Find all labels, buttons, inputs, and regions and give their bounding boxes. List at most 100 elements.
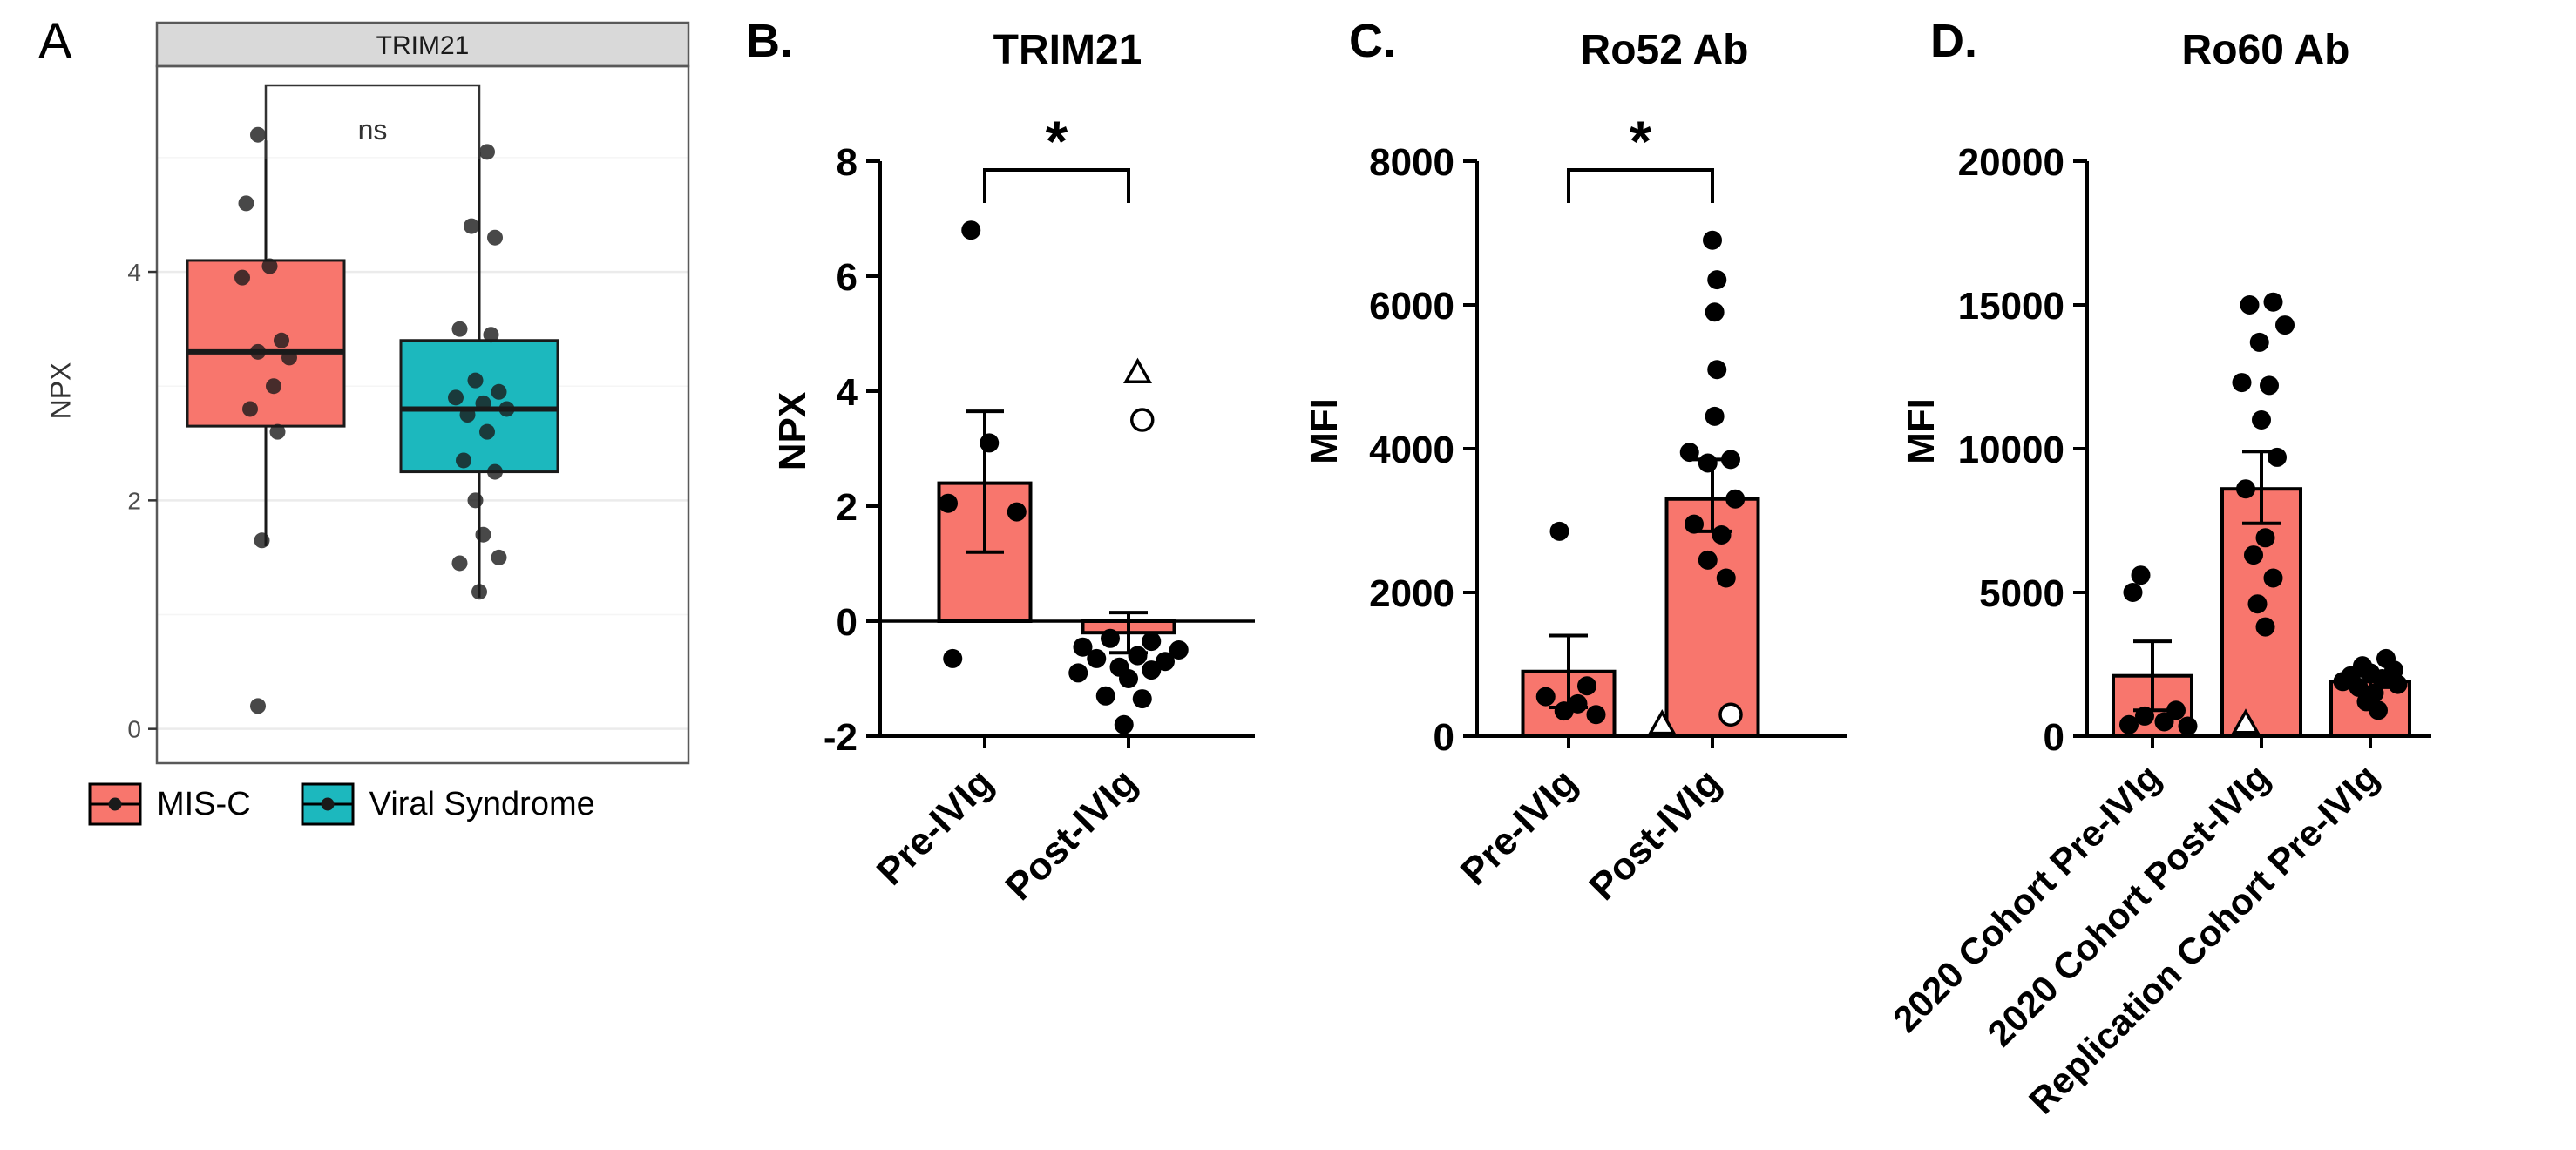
data-point xyxy=(2166,700,2186,720)
data-point xyxy=(250,126,266,143)
legend-item-viral-syndrome: Viral Syndrome xyxy=(300,781,595,828)
data-point xyxy=(1679,443,1699,463)
data-point xyxy=(1535,687,1556,707)
y-tick-label: 0 xyxy=(837,601,858,644)
data-point xyxy=(1707,270,1727,290)
data-point xyxy=(234,269,250,286)
data-point xyxy=(1007,502,1027,522)
y-tick-label: 0 xyxy=(1434,716,1454,759)
data-point xyxy=(2135,706,2154,726)
y-tick-label: 2000 xyxy=(1369,572,1454,615)
data-point xyxy=(2255,617,2275,637)
data-point xyxy=(491,383,507,400)
data-point-open-circle xyxy=(1718,702,1743,727)
data-point xyxy=(475,526,491,543)
data-point xyxy=(451,555,468,572)
data-point xyxy=(2123,583,2143,602)
y-tick-label: 20000 xyxy=(1958,141,2064,184)
data-point xyxy=(254,532,270,549)
data-point xyxy=(2247,594,2268,614)
panel-c-label: C. xyxy=(1349,15,1396,67)
data-point xyxy=(2249,332,2269,352)
data-point xyxy=(1703,230,1722,250)
data-point xyxy=(487,463,503,480)
data-point xyxy=(456,452,471,469)
legend-swatch-misc xyxy=(88,782,142,826)
panel-d-label: D. xyxy=(1930,15,1977,67)
data-point xyxy=(1554,701,1574,721)
panel-c-title: Ro52 Ab xyxy=(1580,27,1749,73)
significance-label: * xyxy=(1630,109,1652,173)
data-point xyxy=(475,395,491,411)
data-point xyxy=(459,407,476,423)
data-point xyxy=(1073,637,1093,657)
facet-title: TRIM21 xyxy=(376,31,470,60)
data-point xyxy=(1586,705,1606,725)
y-tick-label: 8 xyxy=(837,141,858,184)
data-point xyxy=(2333,672,2353,692)
data-point xyxy=(1707,360,1727,380)
data-point xyxy=(2263,568,2283,588)
data-point xyxy=(1114,714,1134,734)
data-point xyxy=(2244,545,2263,565)
y-tick-label: 2 xyxy=(837,486,858,529)
data-point xyxy=(2240,295,2260,315)
data-point xyxy=(1101,628,1120,648)
data-point xyxy=(2349,677,2369,697)
data-point xyxy=(1169,640,1189,660)
y-tick-label: 8000 xyxy=(1369,141,1454,184)
data-point xyxy=(1705,302,1725,322)
x-category-label: Post-IVIg xyxy=(998,761,1145,908)
data-point xyxy=(1156,652,1175,672)
x-category-label: Pre-IVIg xyxy=(1453,761,1585,893)
data-point xyxy=(2178,716,2198,736)
data-point xyxy=(1698,453,1718,473)
data-point xyxy=(1685,514,1704,534)
data-point xyxy=(2275,315,2295,335)
y-tick-label: 5000 xyxy=(1979,572,2064,615)
data-point xyxy=(1577,676,1596,696)
data-point xyxy=(2372,669,2392,688)
data-point xyxy=(1068,663,1088,683)
data-point xyxy=(2252,410,2271,430)
legend: MIS-C Viral Syndrome xyxy=(87,781,595,828)
data-point xyxy=(1128,646,1148,666)
data-point xyxy=(2388,674,2408,694)
data-point xyxy=(242,401,258,417)
data-point xyxy=(1087,648,1107,668)
significance-bracket xyxy=(1567,168,1714,203)
data-point xyxy=(2369,700,2388,720)
data-point xyxy=(467,492,484,509)
legend-swatch-viral-syndrome xyxy=(301,782,355,826)
data-point xyxy=(479,423,495,440)
data-point xyxy=(274,332,289,348)
panel-a-label: A xyxy=(38,13,72,70)
data-point xyxy=(2154,712,2174,732)
panel-d-title: Ro60 Ab xyxy=(2181,27,2350,73)
data-point xyxy=(1132,689,1152,709)
box xyxy=(186,259,346,428)
y-tick-label: 0 xyxy=(127,716,141,743)
panel-a-y-axis-title: NPX xyxy=(44,362,77,420)
data-point-open-triangle xyxy=(1647,709,1677,735)
data-point xyxy=(491,549,507,565)
y-tick-label: 4 xyxy=(127,259,141,286)
data-point xyxy=(1142,632,1162,652)
legend-key-point xyxy=(108,797,122,811)
legend-key-point xyxy=(321,797,335,811)
data-point xyxy=(1705,406,1725,426)
data-point xyxy=(250,343,266,360)
y-tick-label: 0 xyxy=(2044,716,2064,759)
data-point xyxy=(1095,686,1115,706)
significance-bracket xyxy=(264,84,481,159)
panel-b-title: TRIM21 xyxy=(993,27,1142,73)
panel-a-boxplot: TRIM21 0 2 4 ns xyxy=(127,21,690,765)
data-point xyxy=(1716,568,1736,588)
data-point xyxy=(1721,450,1740,470)
y-tick-label: 6 xyxy=(837,256,858,299)
data-point-open-triangle xyxy=(1123,357,1152,383)
data-point xyxy=(980,433,1000,453)
